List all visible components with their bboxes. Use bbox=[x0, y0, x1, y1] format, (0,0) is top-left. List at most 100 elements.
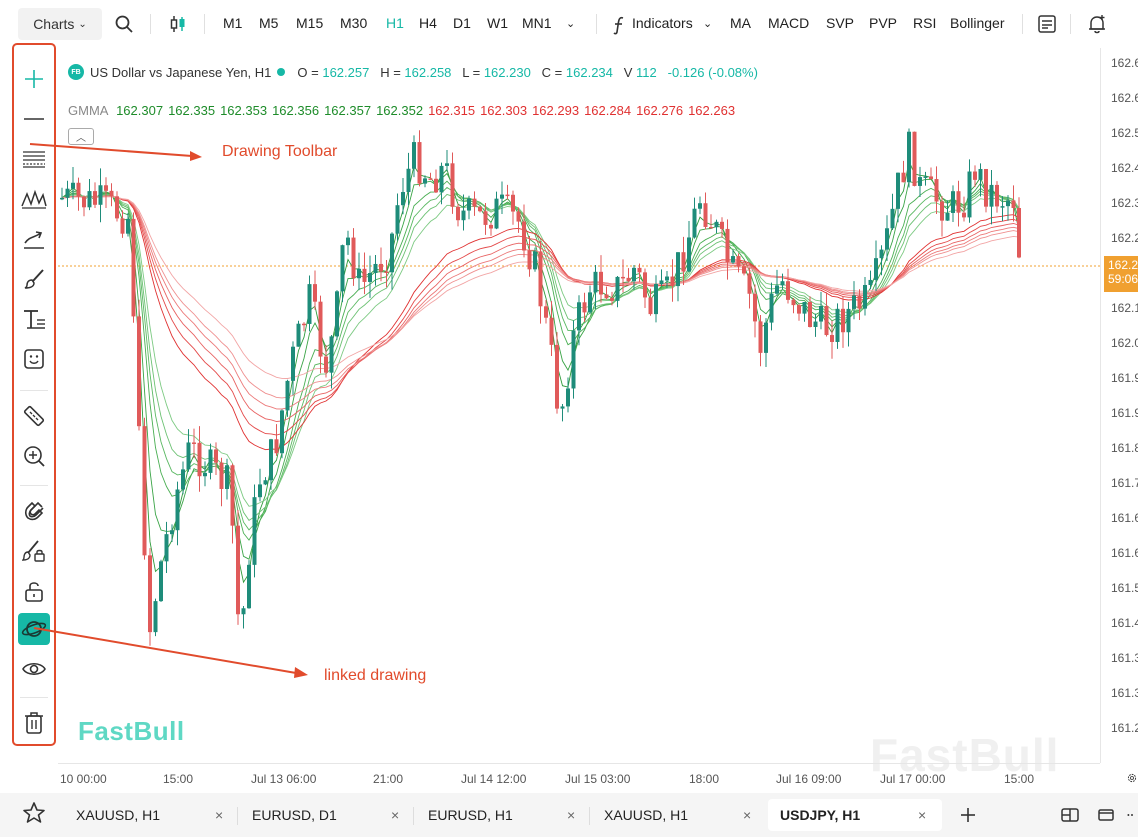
more-icon[interactable] bbox=[1126, 803, 1138, 827]
close-icon[interactable]: × bbox=[743, 807, 752, 823]
candle-body bbox=[742, 266, 746, 274]
symbol-title[interactable]: US Dollar vs Japanese Yen, H1 bbox=[90, 64, 272, 80]
chart-tab[interactable]: EURUSD, H1 × bbox=[414, 799, 588, 831]
close-value: 162.234 bbox=[565, 64, 613, 80]
candle-body bbox=[478, 206, 482, 212]
layout-template-icon[interactable] bbox=[1035, 12, 1059, 36]
add-tab-icon[interactable] bbox=[956, 803, 980, 827]
split-layout-icon[interactable] bbox=[1058, 803, 1082, 827]
search-icon[interactable] bbox=[112, 12, 136, 36]
candle-body bbox=[934, 179, 939, 202]
candle-body bbox=[951, 191, 955, 213]
indicator-svp[interactable]: SVP bbox=[826, 15, 855, 31]
indicators-button[interactable]: Indicators bbox=[632, 15, 693, 31]
trash-icon[interactable] bbox=[18, 707, 50, 739]
gmma-legend[interactable]: GMMA 162.307 162.335 162.353 162.356 162.357… bbox=[68, 103, 740, 118]
fibonacci-icon[interactable] bbox=[18, 143, 50, 175]
unlock-icon[interactable] bbox=[18, 575, 50, 607]
bar-countdown: 59:06 bbox=[1108, 272, 1138, 286]
volume-label: V bbox=[623, 64, 633, 80]
timeframe-d1[interactable]: D1 bbox=[453, 15, 471, 31]
candle-body bbox=[76, 182, 81, 197]
close-icon[interactable]: × bbox=[918, 807, 927, 823]
candle-body bbox=[329, 336, 334, 373]
candle-body bbox=[571, 330, 576, 389]
timeframe-m30[interactable]: M30 bbox=[340, 15, 368, 31]
candle-body bbox=[247, 564, 251, 609]
candle-body bbox=[395, 205, 400, 234]
indicator-bollinger[interactable]: Bollinger bbox=[950, 15, 1005, 31]
close-icon[interactable]: × bbox=[215, 807, 224, 823]
candle-body bbox=[907, 131, 911, 183]
candle-body bbox=[841, 308, 845, 333]
indicator-rsi[interactable]: RSI bbox=[913, 15, 937, 31]
high-label: H = bbox=[380, 64, 401, 80]
price-axis[interactable]: 162.6 162.6 162.5 162.4 162.3 162.2 162.… bbox=[1100, 48, 1138, 763]
candle-body bbox=[1017, 208, 1021, 258]
candlestick-icon[interactable] bbox=[166, 12, 190, 36]
current-price: 162.2 bbox=[1108, 258, 1138, 272]
indicator-ma[interactable]: MA bbox=[730, 15, 751, 31]
chart-tab[interactable]: EURUSD, D1 × bbox=[238, 799, 412, 831]
chart-tab[interactable]: XAUUSD, H1 × bbox=[590, 799, 764, 831]
gmma-long-value: 162.263 bbox=[688, 103, 736, 118]
text-icon[interactable] bbox=[18, 303, 50, 335]
alert-bell-icon[interactable] bbox=[1085, 12, 1109, 36]
star-favorites-icon[interactable] bbox=[22, 801, 46, 825]
candle-body bbox=[87, 191, 92, 208]
candle-body bbox=[830, 335, 834, 342]
candle-body bbox=[423, 178, 427, 184]
chevron-down-icon[interactable]: ⌄ bbox=[566, 18, 576, 30]
candle-body bbox=[461, 210, 466, 221]
lock-drawing-icon[interactable] bbox=[18, 535, 50, 567]
timeframe-mn1[interactable]: MN1 bbox=[522, 15, 552, 31]
chevron-down-icon[interactable]: ⌄ bbox=[703, 18, 713, 30]
timeframe-h4[interactable]: H4 bbox=[419, 15, 437, 31]
candle-body bbox=[604, 294, 609, 299]
candle-body bbox=[401, 192, 405, 206]
close-icon[interactable]: × bbox=[567, 807, 576, 823]
charts-menu-button[interactable]: Charts ⌄ bbox=[18, 8, 102, 40]
candle-body bbox=[351, 237, 356, 279]
time-axis[interactable]: 10 00:00 15:00 Jul 13 06:00 21:00 Jul 14… bbox=[58, 763, 1100, 793]
price-label: 161.6 bbox=[1111, 511, 1138, 525]
trend-arrow-icon[interactable] bbox=[18, 223, 50, 255]
chart-tab[interactable]: XAUUSD, H1 × bbox=[62, 799, 236, 831]
candle-body bbox=[714, 221, 719, 228]
crosshair-icon[interactable] bbox=[18, 63, 50, 95]
indicator-macd[interactable]: MACD bbox=[768, 15, 810, 31]
timeframe-h1[interactable]: H1 bbox=[386, 15, 404, 31]
price-label: 161.8 bbox=[1111, 441, 1138, 455]
timeframe-m5[interactable]: M5 bbox=[259, 15, 279, 31]
candle-body bbox=[654, 284, 658, 315]
zoom-in-icon[interactable] bbox=[18, 440, 50, 472]
price-chart[interactable] bbox=[58, 48, 1100, 763]
candle-body bbox=[857, 295, 862, 309]
candle-body bbox=[1000, 206, 1005, 208]
emoji-icon[interactable] bbox=[18, 343, 50, 375]
eye-icon[interactable] bbox=[18, 653, 50, 685]
settings-gear-icon[interactable] bbox=[1126, 766, 1138, 790]
time-label: Jul 17 00:00 bbox=[880, 772, 946, 786]
timeframe-m1[interactable]: M1 bbox=[223, 15, 243, 31]
candle-body bbox=[93, 191, 97, 205]
candle-body bbox=[346, 237, 350, 246]
gmma-short-value: 162.353 bbox=[220, 103, 268, 118]
candle-body bbox=[445, 163, 449, 166]
tab-label: XAUUSD, H1 bbox=[604, 807, 689, 823]
pattern-icon[interactable] bbox=[18, 183, 50, 215]
close-icon[interactable]: × bbox=[391, 807, 400, 823]
timeframe-m15[interactable]: M15 bbox=[296, 15, 324, 31]
horizontal-line-icon[interactable] bbox=[18, 103, 50, 135]
ruler-icon[interactable] bbox=[18, 400, 50, 432]
window-icon[interactable] bbox=[1094, 803, 1118, 827]
candle-body bbox=[406, 168, 411, 193]
indicator-pvp[interactable]: PVP bbox=[869, 15, 898, 31]
brush-icon[interactable] bbox=[18, 263, 50, 295]
candle-body bbox=[159, 561, 163, 602]
chart-tab-active[interactable]: USDJPY, H1 × bbox=[768, 799, 942, 831]
candle-body bbox=[148, 555, 152, 633]
magnet-icon[interactable] bbox=[18, 495, 50, 527]
collapse-legend-button[interactable]: ︿ bbox=[68, 128, 94, 145]
timeframe-w1[interactable]: W1 bbox=[487, 15, 508, 31]
